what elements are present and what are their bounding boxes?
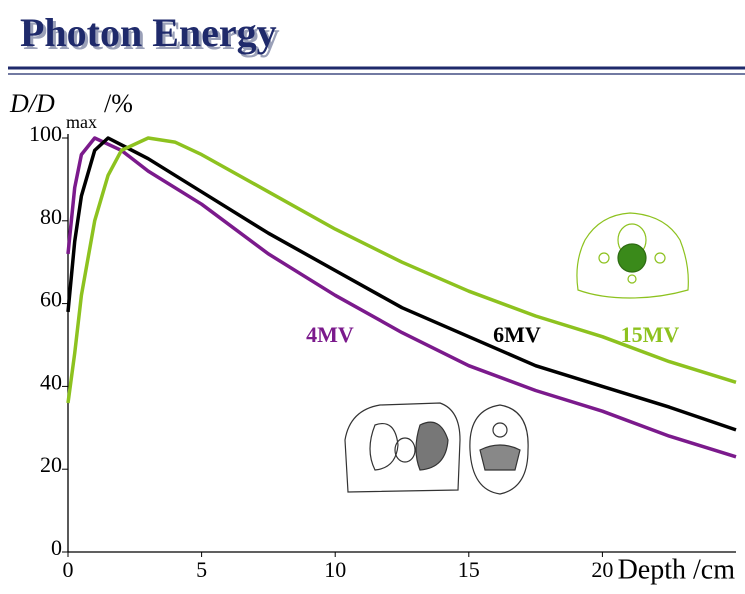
x-tick-label: 5 xyxy=(196,557,207,582)
x-tick-label: 20 xyxy=(591,557,613,582)
series-label: 15MV xyxy=(621,322,680,347)
slide: Photon Energy Photon Energy D/D max /% D… xyxy=(0,0,745,594)
x-tick-label: 10 xyxy=(324,557,346,582)
icon-thorax-section xyxy=(345,403,460,492)
y-tick-label: 80 xyxy=(40,204,62,229)
title: Photon Energy xyxy=(20,10,277,55)
x-label: Depth /cm xyxy=(618,554,736,585)
icon-head-section xyxy=(577,213,688,298)
series-label: 6MV xyxy=(493,322,541,347)
x-tick-label: 15 xyxy=(458,557,480,582)
y-label-suffix: /% xyxy=(104,89,133,118)
y-tick-label: 100 xyxy=(29,121,62,146)
y-tick-label: 40 xyxy=(40,369,62,394)
y-tick-label: 20 xyxy=(40,452,62,477)
x-tick-label: 0 xyxy=(63,557,74,582)
y-label: D/D xyxy=(9,89,55,118)
y-tick-label: 60 xyxy=(40,287,62,312)
icon-neck-section xyxy=(470,405,528,494)
series-label: 4MV xyxy=(306,322,354,347)
y-label-sub: max xyxy=(66,112,97,132)
y-tick-label: 0 xyxy=(51,535,62,560)
